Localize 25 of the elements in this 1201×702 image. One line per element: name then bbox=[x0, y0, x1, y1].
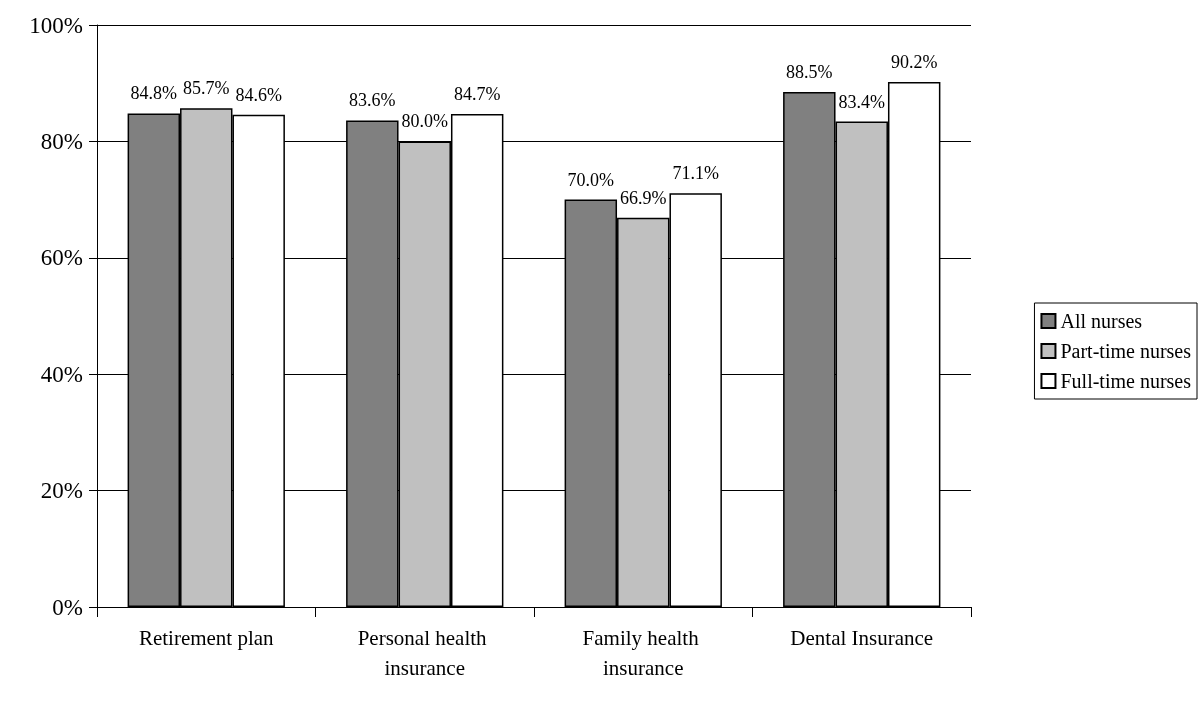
x-tick-label: Family health insurance bbox=[582, 626, 704, 680]
y-tick-label: 20% bbox=[40, 478, 83, 504]
data-label: 85.7% bbox=[183, 78, 230, 99]
legend-label: Full-time nurses bbox=[1060, 370, 1192, 392]
data-label: 71.1% bbox=[672, 163, 719, 184]
y-tick-label: 100% bbox=[29, 12, 83, 38]
data-label: 84.7% bbox=[453, 84, 501, 105]
legend-label: Part-time nurses bbox=[1060, 340, 1192, 362]
legend-label: All nurses bbox=[1060, 310, 1143, 332]
data-label: 84.6% bbox=[235, 84, 282, 105]
data-label: 66.9% bbox=[620, 187, 667, 208]
data-label: 83.4% bbox=[838, 91, 885, 112]
y-tick-label: 0% bbox=[52, 594, 83, 620]
y-tick-label: 60% bbox=[40, 245, 83, 271]
data-label: 83.6% bbox=[349, 90, 396, 111]
x-tick-label: Personal health insurance bbox=[357, 626, 492, 680]
data-label: 80.0% bbox=[401, 111, 448, 132]
y-tick-label: 80% bbox=[40, 128, 83, 154]
data-label: 84.8% bbox=[130, 83, 178, 104]
data-label: 70.0% bbox=[567, 169, 615, 190]
data-label: 90.2% bbox=[890, 52, 938, 73]
y-tick-label: 40% bbox=[40, 361, 83, 387]
data-label: 88.5% bbox=[786, 61, 833, 82]
x-tick-label: Dental Insurance bbox=[790, 626, 934, 650]
x-tick-label: Retirement plan bbox=[138, 626, 275, 650]
